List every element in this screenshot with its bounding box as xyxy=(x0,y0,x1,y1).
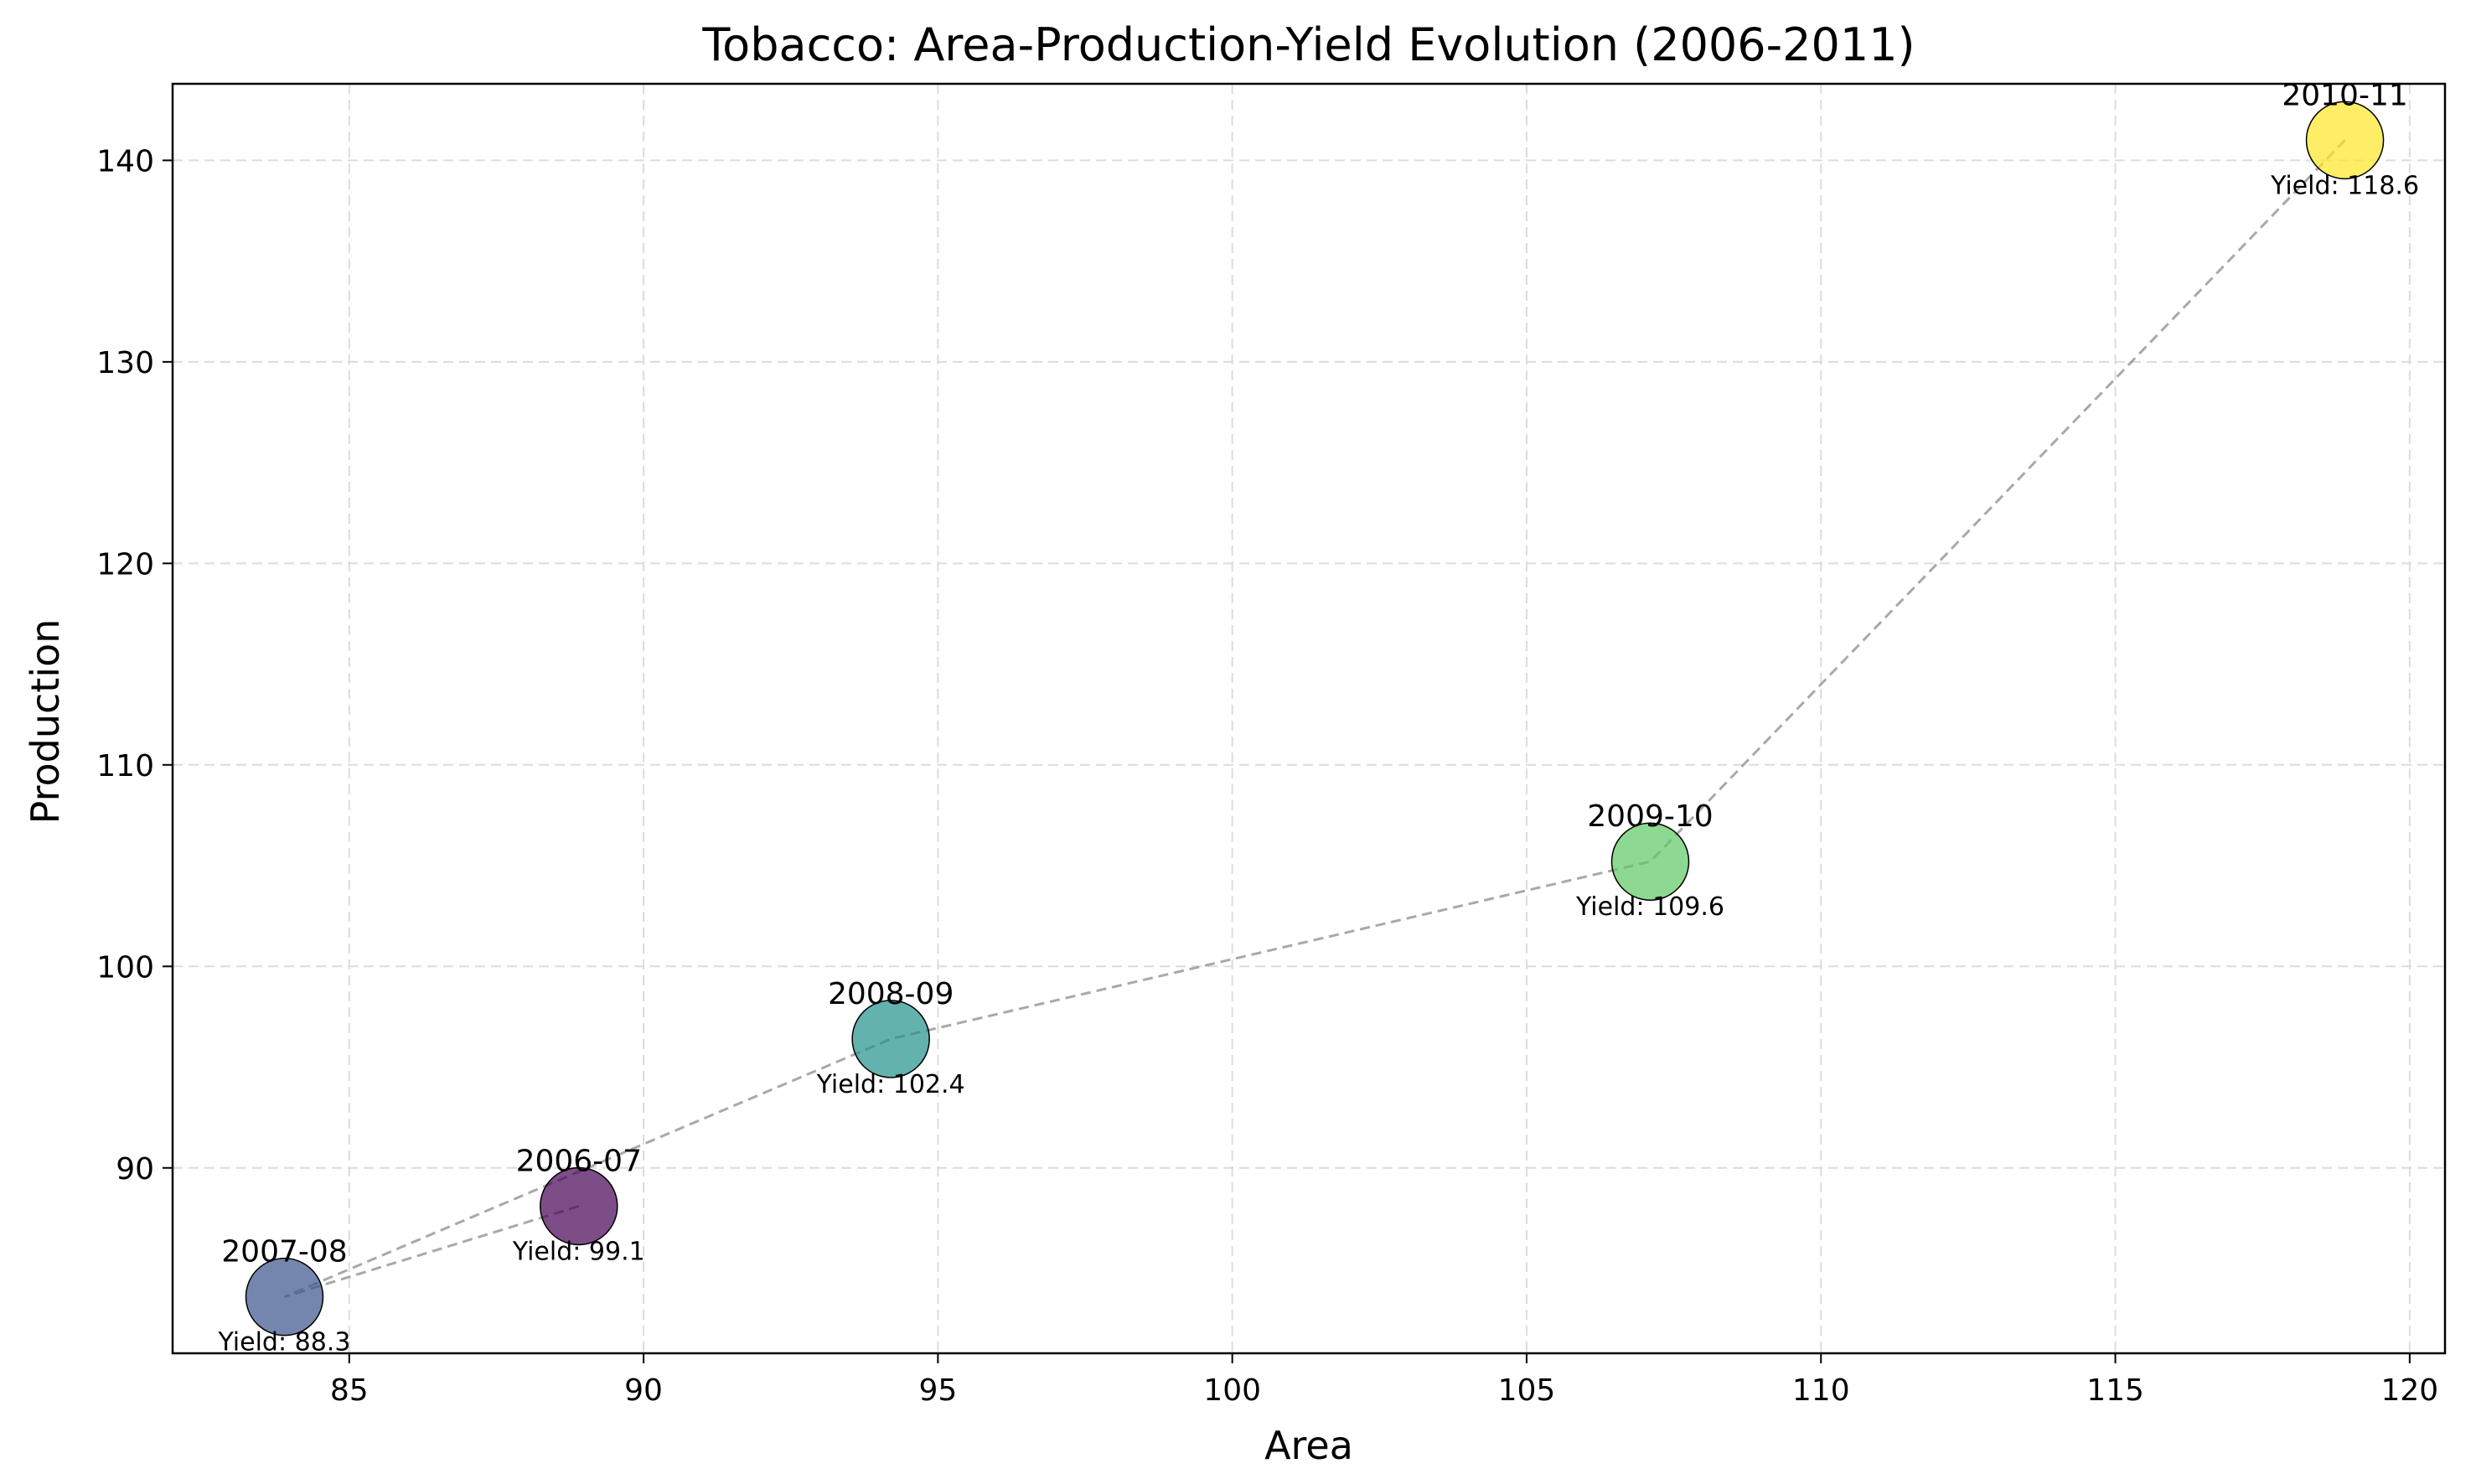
x-tick-label: 120 xyxy=(2380,1373,2438,1408)
y-tick-label: 110 xyxy=(96,749,154,783)
x-tick-label: 110 xyxy=(1792,1373,1850,1408)
x-tick-label: 95 xyxy=(918,1373,957,1408)
y-tick-label: 140 xyxy=(96,144,154,178)
axes xyxy=(163,82,2447,1363)
chart-title: Tobacco: Area-Production-Yield Evolution… xyxy=(701,18,1915,71)
yield-label: Yield: 99.1 xyxy=(512,1237,645,1266)
tick-labels: 85 90 95 100 105 110 115 120 90 100 110 120 130 140 xyxy=(96,144,2438,1408)
x-tick-label: 85 xyxy=(330,1373,369,1408)
y-tick-label: 100 xyxy=(96,950,154,985)
x-tick-label: 105 xyxy=(1498,1373,1556,1408)
x-tick-label: 115 xyxy=(2086,1373,2144,1408)
data-point xyxy=(2305,101,2385,180)
x-tick-label: 90 xyxy=(624,1373,663,1408)
x-tick-label: 100 xyxy=(1203,1373,1261,1408)
y-axis-label: Production xyxy=(23,619,68,825)
point-label: 2008-09 xyxy=(828,977,954,1011)
plot-frame xyxy=(171,82,2447,1355)
y-tick-label: 120 xyxy=(96,547,154,582)
point-label: 2007-08 xyxy=(221,1235,347,1269)
data-point xyxy=(540,1166,618,1246)
y-tick-label: 130 xyxy=(96,346,154,380)
data-point xyxy=(1610,822,1690,901)
point-label: 2006-07 xyxy=(516,1144,642,1178)
grid xyxy=(173,84,2445,1353)
yield-label: Yield: 109.6 xyxy=(1575,892,1724,922)
data-point xyxy=(245,1257,324,1337)
point-label: 2009-10 xyxy=(1587,799,1713,834)
yield-label: Yield: 118.6 xyxy=(2270,171,2419,200)
y-tick-label: 90 xyxy=(116,1152,154,1187)
yield-label: Yield: 102.4 xyxy=(816,1070,965,1099)
x-axis-label: Area xyxy=(1264,1423,1353,1468)
data-points xyxy=(245,101,2385,1337)
data-point xyxy=(851,1000,930,1078)
